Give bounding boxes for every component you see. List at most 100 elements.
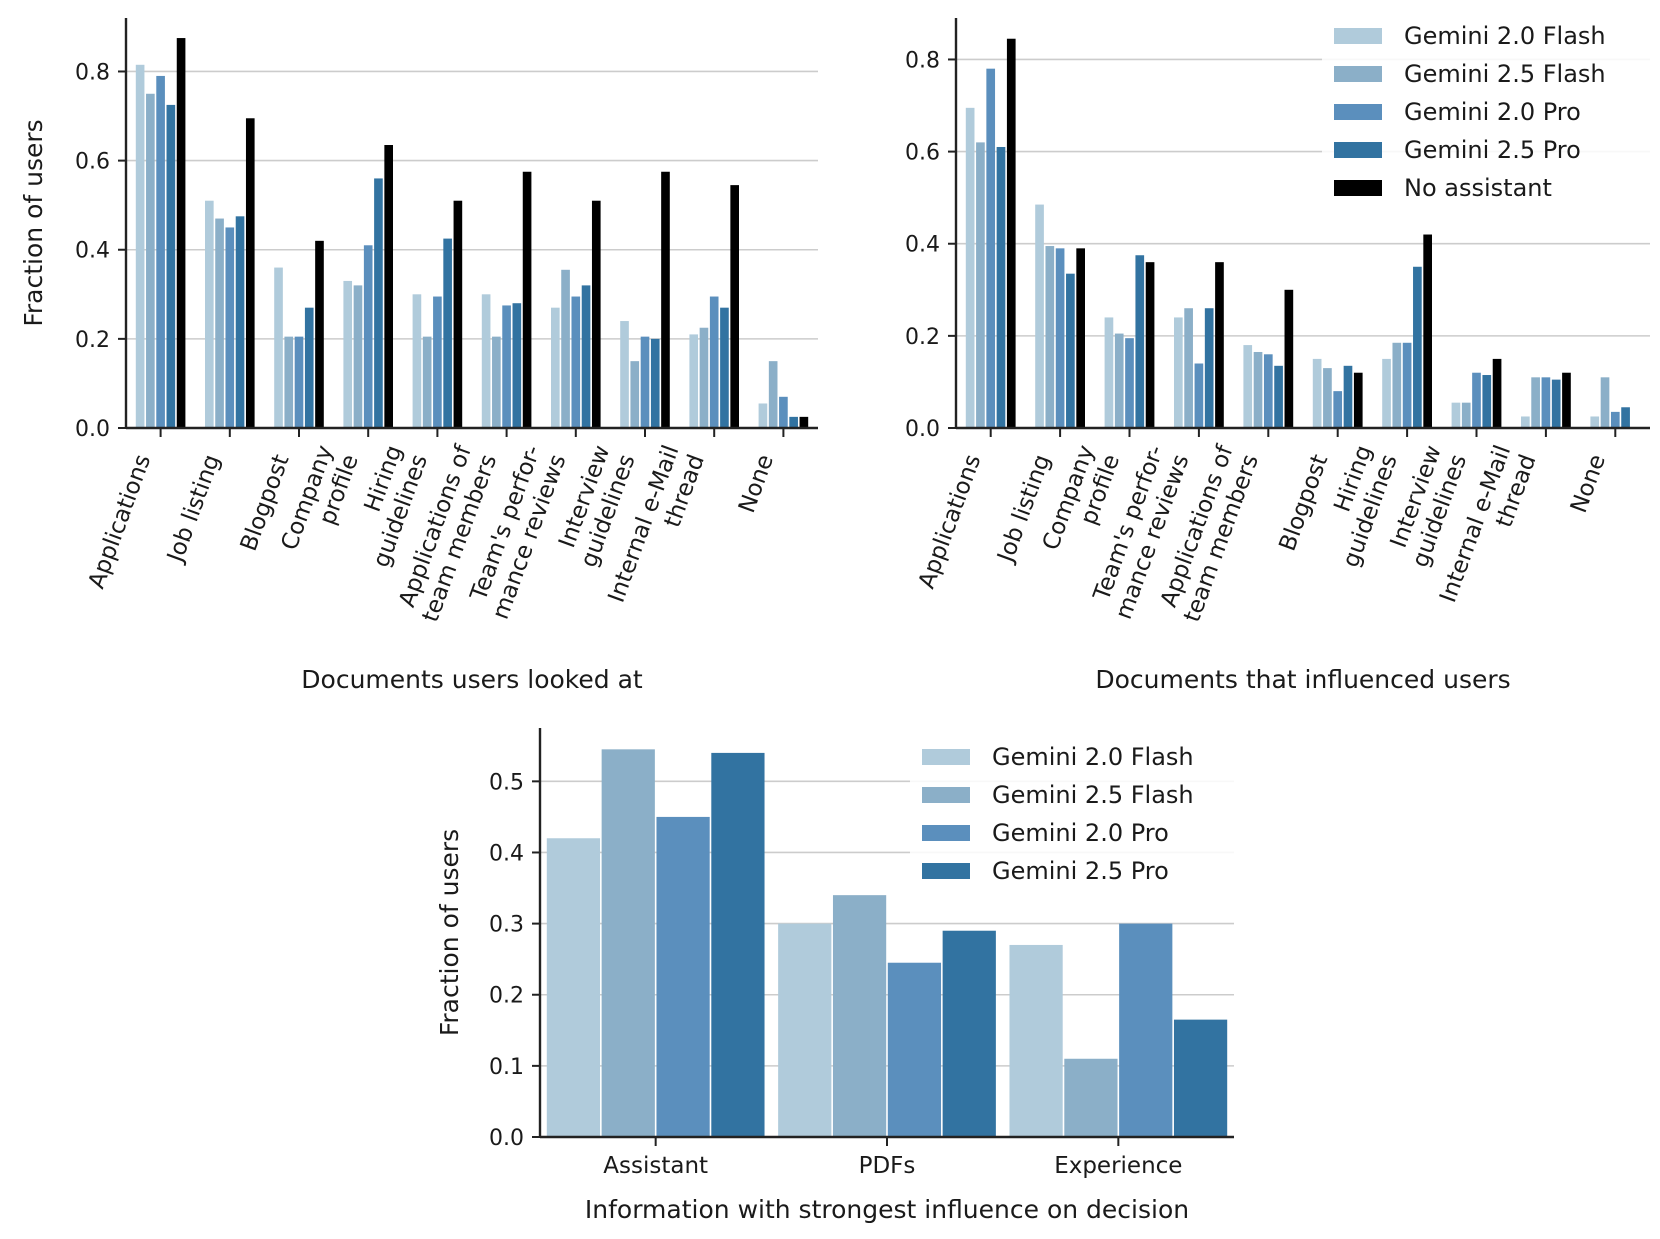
bar — [176, 38, 186, 428]
legend-label: Gemini 2.5 Flash — [992, 781, 1194, 809]
bar — [156, 75, 165, 428]
y-tick-label: 0.0 — [75, 417, 110, 442]
legend: Gemini 2.0 Flash Gemini 2.5 Flash Gemini 2… — [910, 737, 1240, 903]
legend-label: Gemini 2.0 Flash — [992, 743, 1194, 771]
x-tick-label: PDFs — [859, 1153, 916, 1179]
bar — [1243, 345, 1253, 428]
bar — [294, 336, 304, 428]
x-tick-label: Blogpost — [1275, 451, 1334, 554]
bar — [1353, 372, 1363, 428]
bar — [422, 336, 432, 428]
bar — [384, 145, 393, 428]
legend-label: No assistant — [1404, 174, 1552, 202]
legend-swatch — [922, 749, 970, 765]
bar — [1562, 372, 1571, 428]
bar — [1472, 372, 1481, 428]
bar — [730, 185, 739, 428]
bar — [225, 227, 235, 428]
bar — [1055, 248, 1065, 428]
bar — [374, 178, 383, 428]
bar — [1119, 923, 1173, 1137]
bar — [1621, 407, 1630, 428]
bar — [522, 171, 532, 428]
bar — [284, 336, 294, 428]
x-tick-label: Assistant — [603, 1153, 708, 1179]
bar — [630, 361, 640, 428]
x-tick-label: Applications — [914, 451, 986, 592]
legend-label: Gemini 2.5 Pro — [992, 857, 1169, 885]
x-tick-label-line: Job listing — [992, 451, 1055, 567]
x-axis-title: Documents that influenced users — [1095, 665, 1510, 694]
y-tick-label: 0.6 — [905, 141, 940, 166]
bar — [1413, 266, 1422, 428]
bar — [789, 416, 798, 428]
y-tick-label: 0.4 — [905, 233, 940, 258]
bar — [235, 216, 245, 428]
bar — [1333, 391, 1343, 428]
bar — [887, 962, 942, 1137]
y-tick-label: 0.4 — [489, 841, 524, 866]
bar — [1610, 411, 1620, 428]
bar — [591, 200, 601, 428]
bar — [433, 296, 442, 428]
x-tick-label-line: Applications — [84, 451, 156, 592]
bar — [1392, 342, 1402, 428]
bar — [304, 307, 314, 428]
bar — [274, 267, 283, 428]
bar — [996, 146, 1006, 428]
legend-swatch — [922, 825, 970, 841]
bar — [1263, 354, 1273, 428]
legend-label: Gemini 2.0 Flash — [1404, 22, 1606, 50]
x-tick-label-line: Job listing — [162, 451, 225, 567]
bar — [656, 816, 710, 1137]
bar — [1551, 379, 1561, 428]
y-tick-label: 0.5 — [489, 770, 524, 795]
y-tick-label: 0.8 — [75, 60, 110, 85]
x-tick-label: Experience — [1054, 1153, 1182, 1179]
bar — [205, 200, 214, 428]
y-tick-label: 0.0 — [905, 417, 940, 442]
bar — [1076, 248, 1085, 428]
bar — [215, 218, 224, 428]
bar — [343, 280, 353, 428]
x-tick-label: None — [734, 451, 779, 516]
bar — [1045, 246, 1055, 428]
bar — [1461, 402, 1471, 428]
bar — [1114, 333, 1124, 428]
bar — [1006, 38, 1016, 428]
bar — [135, 64, 145, 428]
bar — [1009, 944, 1063, 1137]
y-tick-label: 0.6 — [75, 150, 110, 175]
bar — [581, 285, 591, 428]
bar — [1590, 416, 1600, 428]
bar — [1274, 365, 1283, 428]
legend-swatch — [1334, 142, 1382, 158]
bar — [1174, 317, 1183, 428]
bar — [1104, 317, 1114, 428]
bar — [1204, 308, 1214, 428]
bar — [1423, 234, 1432, 428]
bar — [1064, 1058, 1118, 1137]
bar — [1600, 377, 1610, 428]
bar — [551, 307, 560, 428]
bar — [502, 305, 511, 428]
bar — [1194, 363, 1204, 428]
bar — [1521, 416, 1530, 428]
x-tick-label: Job listing — [992, 451, 1055, 567]
legend: Gemini 2.0 Flash Gemini 2.5 Flash Gemini 2… — [1322, 16, 1652, 220]
bar — [1145, 262, 1155, 428]
x-tick-label: Applications — [84, 451, 156, 592]
bar — [1482, 375, 1492, 428]
bar — [1284, 289, 1294, 428]
bar — [778, 923, 832, 1137]
bar — [1343, 365, 1353, 428]
legend-label: Gemini 2.5 Pro — [1404, 136, 1581, 164]
y-tick-label: 0.1 — [489, 1055, 524, 1080]
bar — [1312, 358, 1322, 428]
bar — [601, 749, 655, 1137]
bar — [492, 336, 501, 428]
bar — [1215, 262, 1224, 428]
x-tick-label-line: None — [734, 451, 779, 516]
